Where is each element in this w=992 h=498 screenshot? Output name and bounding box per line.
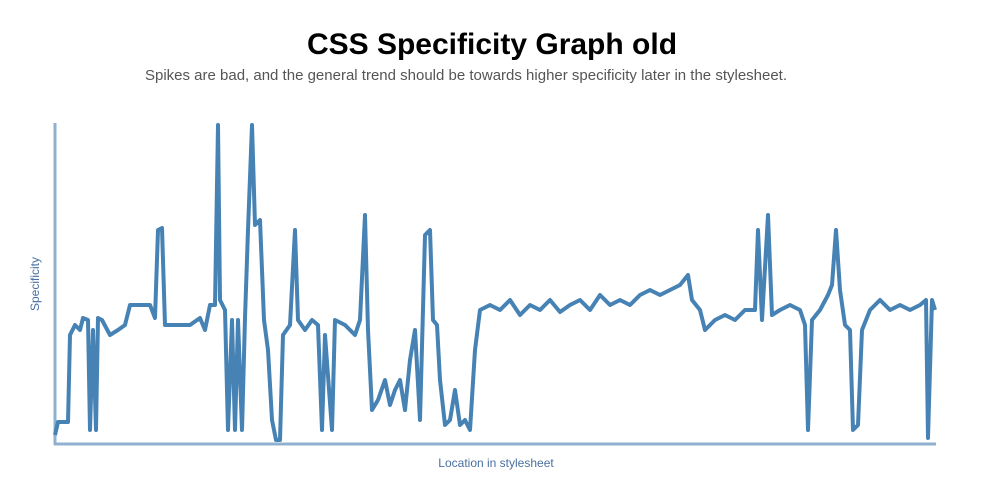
x-axis-title: Location in stylesheet: [438, 456, 554, 470]
chart-subtitle: Spikes are bad, and the general trend sh…: [145, 67, 787, 84]
data-line: [53, 123, 937, 442]
chart-title: CSS Specificity Graph old: [307, 28, 677, 61]
y-axis-title: Specificity: [28, 257, 42, 311]
